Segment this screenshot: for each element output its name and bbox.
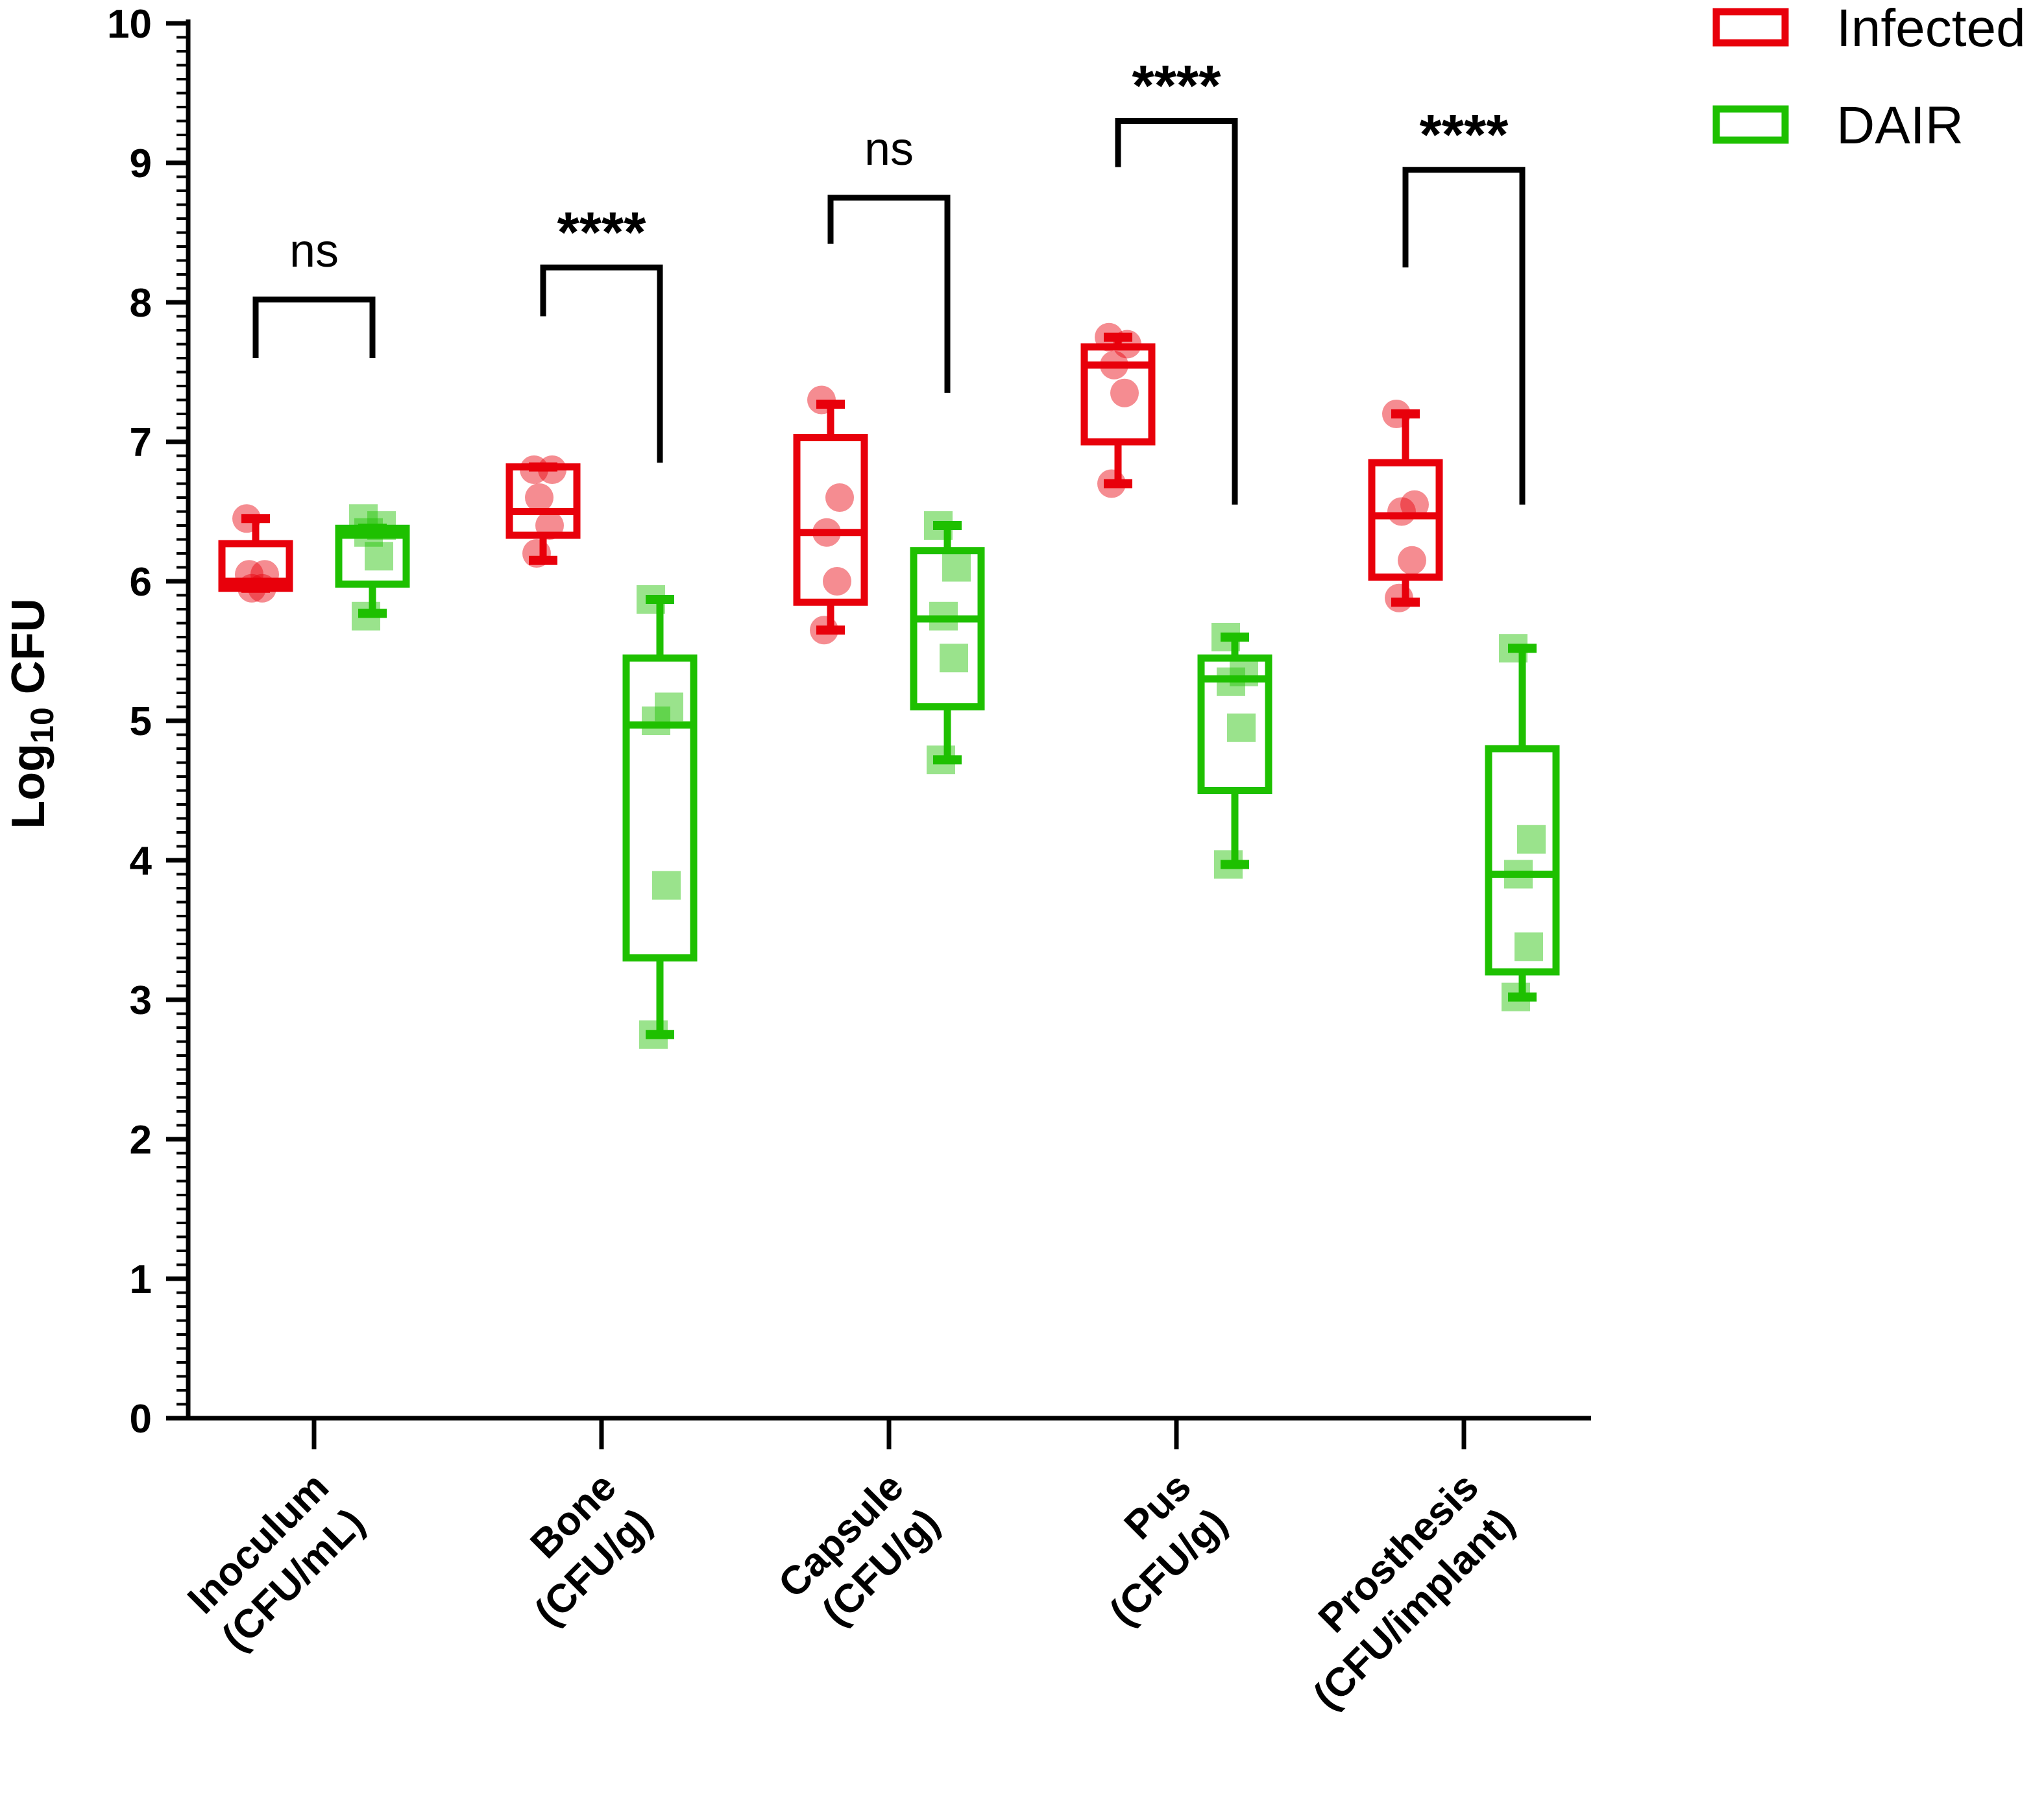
box <box>793 434 868 606</box>
data-point <box>1515 932 1543 961</box>
y-tick-label: 2 <box>130 1118 152 1163</box>
data-point <box>1517 825 1546 854</box>
data-point <box>942 553 971 582</box>
x-tick-label: Pus(CFU/g) <box>1101 1464 1235 1634</box>
bracket-line <box>540 264 663 463</box>
bracket-line <box>1115 118 1238 505</box>
legend-item-dair: DAIR <box>1712 96 1964 155</box>
significance-label: **** <box>1132 53 1222 117</box>
data-point <box>1227 713 1256 742</box>
legend-label: Infected <box>1836 0 2026 58</box>
data-point <box>1110 378 1139 407</box>
data-point <box>655 692 683 721</box>
y-tick-label: 10 <box>107 2 152 47</box>
data-point <box>1400 490 1429 519</box>
data-point <box>825 483 854 512</box>
box <box>1368 459 1443 581</box>
y-tick-label: 7 <box>130 420 152 465</box>
dair-box-group <box>1485 634 1560 1011</box>
box <box>910 547 985 711</box>
box <box>1197 654 1272 794</box>
data-point <box>823 567 851 596</box>
dair-box-group <box>1197 623 1272 879</box>
y-tick-label: 3 <box>130 978 152 1023</box>
box <box>335 524 410 588</box>
y-tick-label: 6 <box>130 560 152 605</box>
legend-label: DAIR <box>1836 96 1964 155</box>
infected-box-group <box>1080 322 1156 498</box>
significance-label: **** <box>557 200 647 264</box>
box <box>622 654 698 961</box>
infected-box-group <box>1368 400 1443 612</box>
y-tick-label: 9 <box>130 141 152 186</box>
x-tick-label: Bone(CFU/g) <box>522 1464 661 1634</box>
data-point <box>365 542 393 571</box>
significance-bracket: ns <box>252 225 376 358</box>
significance-bracket: **** <box>540 200 663 463</box>
significance-bracket: **** <box>1115 53 1238 505</box>
box <box>218 540 293 592</box>
data-point <box>642 707 670 735</box>
significance-label: ns <box>289 225 339 277</box>
data-point <box>652 871 681 900</box>
y-tick-label: 4 <box>130 839 152 884</box>
x-tick-label: Inoculum(CFU/mL) <box>179 1464 373 1660</box>
y-axis-label-main: Log <box>3 743 55 829</box>
box <box>1485 745 1560 976</box>
y-axis-label-subscript: 10 <box>24 707 60 743</box>
data-point <box>525 483 554 512</box>
x-tick-label: Prosthesis(CFU/implant) <box>1305 1464 1523 1718</box>
y-tick-label: 8 <box>130 281 152 326</box>
legend-item-infected: Infected <box>1712 0 2026 58</box>
bracket-line <box>1402 167 1526 505</box>
y-axis-label: Log10 CFU <box>3 598 60 829</box>
y-tick-label: 5 <box>130 699 152 744</box>
significance-label: ns <box>864 123 914 175</box>
box <box>1080 343 1156 446</box>
box <box>505 463 581 539</box>
bracket-line <box>252 296 376 358</box>
infected-box-group <box>793 385 868 645</box>
x-tick-label: Capsule(CFU/g) <box>770 1464 949 1634</box>
y-tick-label: 1 <box>130 1257 152 1302</box>
y-axis-label-unit: CFU <box>3 598 55 707</box>
significance-bracket: ns <box>827 123 951 393</box>
significance-label: **** <box>1420 102 1509 166</box>
data-point <box>940 644 968 673</box>
bracket-line <box>827 195 951 393</box>
data-point <box>1398 546 1426 575</box>
legend-swatch <box>1712 8 1789 47</box>
dair-box-group <box>622 585 698 1049</box>
y-tick-label: 0 <box>130 1397 152 1442</box>
significance-bracket: **** <box>1402 102 1526 505</box>
infected-box-group <box>218 504 293 603</box>
dair-box-group <box>335 504 410 631</box>
infected-box-group <box>505 455 581 568</box>
dair-box-group <box>910 511 985 775</box>
data-point <box>1387 497 1416 526</box>
legend-swatch <box>1712 105 1789 144</box>
